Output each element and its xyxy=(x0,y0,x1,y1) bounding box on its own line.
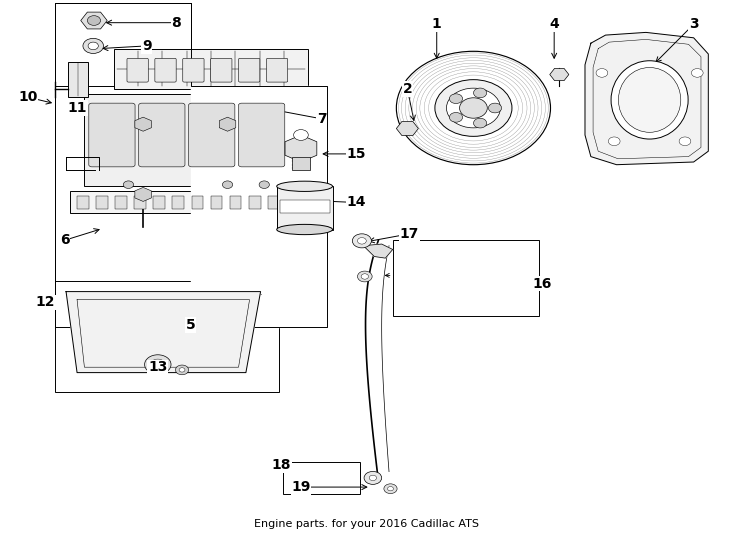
Text: 16: 16 xyxy=(532,276,551,291)
Bar xyxy=(55,281,279,392)
Circle shape xyxy=(150,359,165,370)
Bar xyxy=(84,94,297,186)
Bar xyxy=(153,196,165,209)
Text: 15: 15 xyxy=(346,147,366,161)
Bar xyxy=(268,196,280,209)
Circle shape xyxy=(396,51,550,165)
Circle shape xyxy=(388,487,393,491)
Text: 4: 4 xyxy=(549,17,559,31)
Circle shape xyxy=(179,368,185,372)
Text: 9: 9 xyxy=(142,39,152,53)
Circle shape xyxy=(691,69,703,77)
Circle shape xyxy=(123,181,134,188)
Text: 17: 17 xyxy=(400,227,419,241)
Circle shape xyxy=(473,118,487,128)
Bar xyxy=(192,196,203,209)
Circle shape xyxy=(259,181,269,188)
Bar xyxy=(249,196,261,209)
Bar xyxy=(211,196,222,209)
Circle shape xyxy=(488,103,501,113)
Bar xyxy=(277,186,333,230)
Circle shape xyxy=(369,475,377,481)
Bar xyxy=(134,196,146,209)
Circle shape xyxy=(435,79,512,137)
Bar xyxy=(283,462,360,494)
Bar xyxy=(280,200,330,213)
Polygon shape xyxy=(191,86,327,327)
Bar xyxy=(393,240,539,316)
Circle shape xyxy=(357,238,366,244)
Circle shape xyxy=(608,137,620,146)
Circle shape xyxy=(446,88,501,128)
Text: 3: 3 xyxy=(688,17,699,31)
Circle shape xyxy=(679,137,691,146)
Circle shape xyxy=(83,38,103,53)
FancyBboxPatch shape xyxy=(211,58,232,82)
Circle shape xyxy=(175,365,189,375)
Bar xyxy=(77,196,89,209)
Circle shape xyxy=(145,355,171,374)
FancyBboxPatch shape xyxy=(139,103,185,167)
FancyBboxPatch shape xyxy=(266,58,288,82)
Bar xyxy=(55,3,191,86)
Circle shape xyxy=(449,94,462,104)
Bar xyxy=(287,196,299,209)
Circle shape xyxy=(222,181,233,188)
Text: 14: 14 xyxy=(346,195,366,210)
Text: 1: 1 xyxy=(432,17,442,31)
Bar xyxy=(68,62,88,97)
Bar xyxy=(115,196,127,209)
Text: 2: 2 xyxy=(402,82,413,96)
Bar xyxy=(114,49,308,89)
Text: 6: 6 xyxy=(59,233,70,247)
Text: 11: 11 xyxy=(68,101,87,115)
Circle shape xyxy=(473,88,487,98)
Circle shape xyxy=(459,98,487,118)
FancyBboxPatch shape xyxy=(127,58,148,82)
Bar xyxy=(230,196,241,209)
Text: 12: 12 xyxy=(36,295,55,309)
FancyBboxPatch shape xyxy=(189,103,235,167)
Ellipse shape xyxy=(277,181,333,192)
Circle shape xyxy=(449,112,462,122)
Bar xyxy=(55,86,327,327)
Circle shape xyxy=(88,42,98,50)
Text: 18: 18 xyxy=(272,458,291,472)
Circle shape xyxy=(352,234,371,248)
Text: 5: 5 xyxy=(186,318,196,332)
Polygon shape xyxy=(66,292,261,373)
Polygon shape xyxy=(585,32,708,165)
FancyBboxPatch shape xyxy=(155,58,176,82)
FancyBboxPatch shape xyxy=(239,58,260,82)
Circle shape xyxy=(361,274,368,279)
Text: 10: 10 xyxy=(18,90,37,104)
Ellipse shape xyxy=(618,68,681,132)
FancyBboxPatch shape xyxy=(183,58,204,82)
Ellipse shape xyxy=(277,225,333,234)
Text: Engine parts. for your 2016 Cadillac ATS: Engine parts. for your 2016 Cadillac ATS xyxy=(255,519,479,529)
Bar xyxy=(292,157,310,170)
Circle shape xyxy=(294,130,308,140)
Circle shape xyxy=(596,69,608,77)
Circle shape xyxy=(87,16,101,25)
Text: 13: 13 xyxy=(148,360,167,374)
Bar xyxy=(96,196,108,209)
Text: 19: 19 xyxy=(291,480,310,494)
Circle shape xyxy=(357,271,372,282)
Bar xyxy=(172,196,184,209)
Bar xyxy=(191,86,327,327)
Circle shape xyxy=(384,484,397,494)
Circle shape xyxy=(364,471,382,484)
Ellipse shape xyxy=(611,61,688,139)
FancyBboxPatch shape xyxy=(239,103,285,167)
Text: 8: 8 xyxy=(171,16,181,30)
Text: 7: 7 xyxy=(316,112,327,126)
FancyBboxPatch shape xyxy=(89,103,135,167)
Bar xyxy=(70,191,308,213)
Polygon shape xyxy=(363,244,393,258)
